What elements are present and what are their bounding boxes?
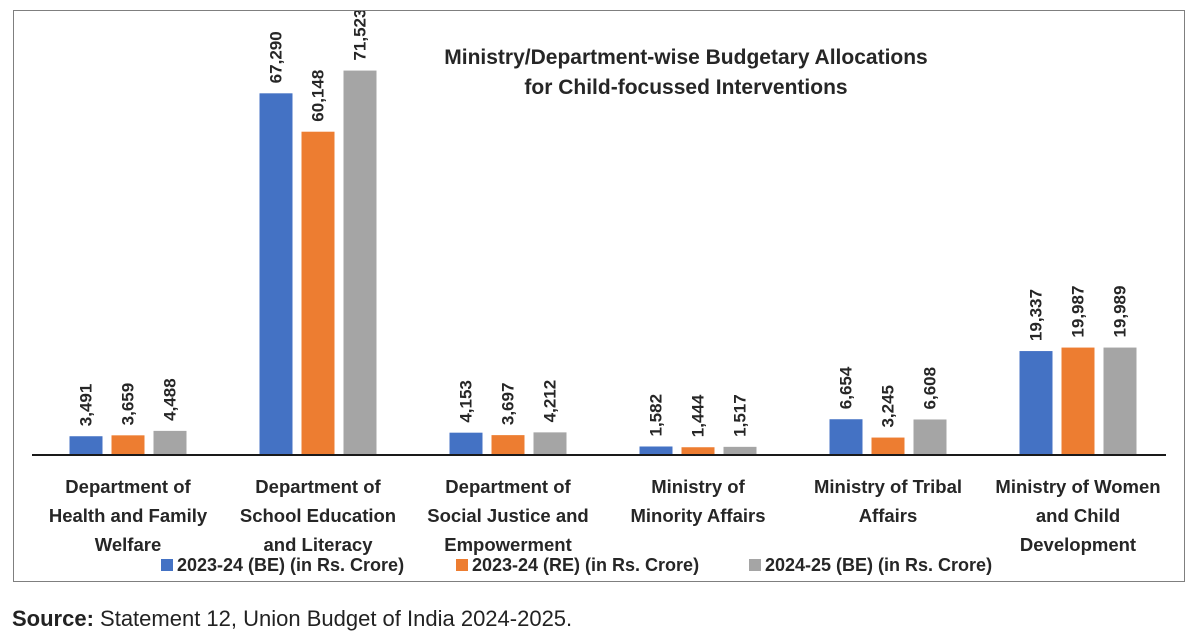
data-label: 3,245 bbox=[879, 385, 898, 428]
legend-label: 2024-25 (BE) (in Rs. Crore) bbox=[765, 555, 992, 575]
bar bbox=[153, 430, 187, 455]
source-note: Source: Statement 12, Union Budget of In… bbox=[12, 606, 572, 632]
category-label: Ministry of Women bbox=[995, 476, 1160, 497]
category-label: Minority Affairs bbox=[631, 505, 766, 526]
bar bbox=[449, 432, 483, 455]
chart-title-line: Ministry/Department-wise Budgetary Alloc… bbox=[444, 46, 927, 69]
category-label: Department of bbox=[255, 476, 381, 497]
category-label: and Literacy bbox=[264, 534, 374, 555]
category-label: and Child bbox=[1036, 505, 1120, 526]
data-label: 67,290 bbox=[267, 31, 286, 83]
category-label: Affairs bbox=[859, 505, 918, 526]
bar bbox=[723, 446, 757, 455]
category-label: Development bbox=[1020, 534, 1136, 555]
bar bbox=[681, 447, 715, 455]
source-label: Source: bbox=[12, 606, 94, 631]
category-label: Department of bbox=[65, 476, 191, 497]
category-label: Empowerment bbox=[444, 534, 571, 555]
legend-label: 2023-24 (BE) (in Rs. Crore) bbox=[177, 555, 404, 575]
data-label: 3,491 bbox=[77, 384, 96, 427]
data-label: 3,697 bbox=[499, 383, 518, 426]
data-label: 1,517 bbox=[731, 394, 750, 437]
data-label: 4,488 bbox=[161, 378, 180, 421]
category-label: Ministry of Tribal bbox=[814, 476, 962, 497]
data-label: 4,212 bbox=[541, 380, 560, 423]
bar bbox=[871, 437, 905, 455]
data-label: 3,659 bbox=[119, 383, 138, 426]
chart-frame: Ministry/Department-wise Budgetary Alloc… bbox=[13, 10, 1185, 582]
bar bbox=[69, 436, 103, 455]
category-label: Department of bbox=[445, 476, 571, 497]
bar bbox=[1019, 351, 1053, 455]
bar bbox=[301, 131, 335, 455]
category-label: Ministry of bbox=[651, 476, 745, 497]
category-label: Welfare bbox=[95, 534, 162, 555]
bar bbox=[111, 435, 145, 455]
data-label: 6,608 bbox=[921, 367, 940, 410]
category-label: Health and Family bbox=[49, 505, 208, 526]
bar bbox=[491, 435, 525, 455]
data-label: 19,987 bbox=[1069, 286, 1088, 338]
data-label: 6,654 bbox=[837, 366, 856, 409]
bar bbox=[829, 419, 863, 455]
bar bbox=[533, 432, 567, 455]
category-label: School Education bbox=[240, 505, 396, 526]
bar bbox=[1103, 347, 1137, 455]
bar bbox=[913, 419, 947, 455]
data-label: 71,523 bbox=[351, 11, 370, 61]
data-label: 1,582 bbox=[647, 394, 666, 437]
data-label: 1,444 bbox=[689, 394, 708, 437]
bar bbox=[343, 70, 377, 455]
bar bbox=[1061, 347, 1095, 455]
data-label: 19,337 bbox=[1027, 289, 1046, 341]
data-label: 4,153 bbox=[457, 380, 476, 423]
category-label: Social Justice and bbox=[427, 505, 588, 526]
legend-swatch bbox=[161, 559, 173, 571]
source-text: Statement 12, Union Budget of India 2024… bbox=[93, 606, 573, 631]
bar bbox=[259, 93, 293, 455]
bar-chart: Ministry/Department-wise Budgetary Alloc… bbox=[32, 11, 1166, 575]
legend-label: 2023-24 (RE) (in Rs. Crore) bbox=[472, 555, 699, 575]
legend-swatch bbox=[749, 559, 761, 571]
chart-title-line: for Child-focussed Interventions bbox=[524, 76, 847, 99]
data-label: 60,148 bbox=[309, 70, 328, 122]
data-label: 19,989 bbox=[1111, 286, 1130, 338]
bar bbox=[639, 446, 673, 455]
legend-swatch bbox=[456, 559, 468, 571]
